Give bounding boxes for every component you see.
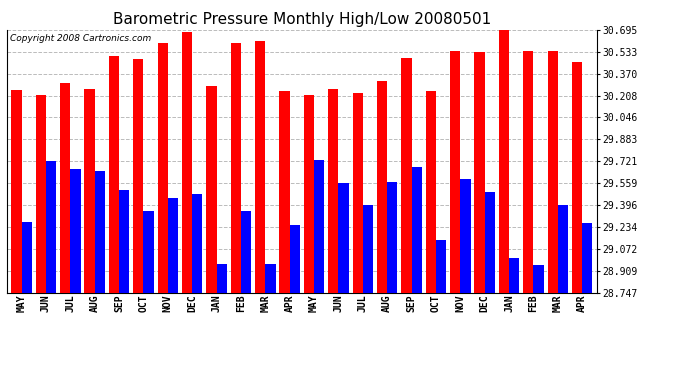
Bar bbox=[182, 32, 193, 292]
Bar bbox=[499, 28, 509, 292]
Bar bbox=[411, 167, 422, 292]
Title: Barometric Pressure Monthly High/Low 20080501: Barometric Pressure Monthly High/Low 200… bbox=[112, 12, 491, 27]
Bar bbox=[266, 264, 275, 292]
Bar bbox=[314, 160, 324, 292]
Bar bbox=[572, 62, 582, 292]
Bar bbox=[450, 51, 460, 292]
Bar bbox=[304, 95, 314, 292]
Bar bbox=[109, 56, 119, 292]
Bar bbox=[353, 93, 363, 292]
Bar bbox=[279, 92, 290, 292]
Bar bbox=[11, 90, 21, 292]
Bar bbox=[436, 240, 446, 292]
Bar bbox=[144, 211, 154, 292]
Bar bbox=[558, 204, 568, 292]
Bar bbox=[387, 182, 397, 292]
Bar bbox=[548, 51, 558, 292]
Bar bbox=[338, 183, 348, 292]
Bar bbox=[21, 222, 32, 292]
Bar bbox=[377, 81, 387, 292]
Bar bbox=[84, 88, 95, 292]
Bar bbox=[95, 171, 105, 292]
Bar bbox=[70, 170, 81, 292]
Bar bbox=[582, 224, 593, 292]
Bar bbox=[36, 95, 46, 292]
Bar bbox=[484, 192, 495, 292]
Bar bbox=[133, 59, 144, 292]
Bar bbox=[60, 83, 70, 292]
Bar bbox=[193, 194, 202, 292]
Bar bbox=[460, 179, 471, 292]
Bar bbox=[168, 198, 178, 292]
Bar bbox=[533, 265, 544, 292]
Bar bbox=[363, 204, 373, 292]
Bar bbox=[328, 88, 338, 292]
Text: Copyright 2008 Cartronics.com: Copyright 2008 Cartronics.com bbox=[10, 34, 151, 43]
Bar bbox=[46, 161, 56, 292]
Bar bbox=[475, 52, 484, 292]
Bar bbox=[290, 225, 300, 292]
Bar bbox=[402, 58, 411, 292]
Bar bbox=[119, 190, 129, 292]
Bar bbox=[217, 264, 227, 292]
Bar bbox=[206, 86, 217, 292]
Bar bbox=[523, 51, 533, 292]
Bar bbox=[241, 211, 251, 292]
Bar bbox=[255, 42, 266, 292]
Bar bbox=[230, 43, 241, 292]
Bar bbox=[509, 258, 520, 292]
Bar bbox=[157, 43, 168, 292]
Bar bbox=[426, 92, 436, 292]
